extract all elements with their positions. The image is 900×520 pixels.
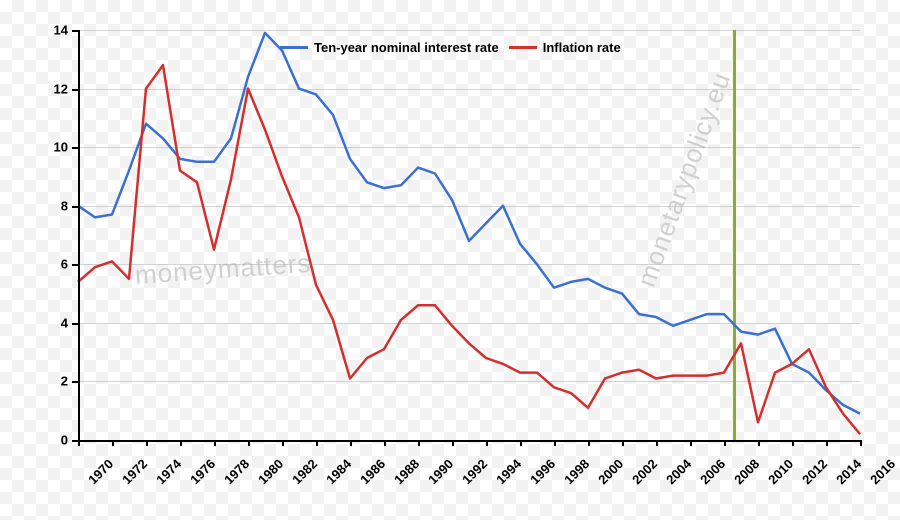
x-tick bbox=[690, 440, 692, 446]
x-tick bbox=[588, 440, 590, 446]
y-tick-label: 0 bbox=[0, 433, 68, 448]
y-tick bbox=[72, 147, 78, 149]
legend-label-interest: Ten-year nominal interest rate bbox=[314, 40, 499, 55]
y-tick bbox=[72, 30, 78, 32]
legend-label-inflation: Inflation rate bbox=[543, 40, 621, 55]
x-tick bbox=[316, 440, 318, 446]
line-chart: moneymatters monetarypolicy.eu 024681012… bbox=[0, 0, 900, 520]
x-tick bbox=[248, 440, 250, 446]
x-tick bbox=[486, 440, 488, 446]
x-tick bbox=[112, 440, 114, 446]
y-tick-label: 2 bbox=[0, 374, 68, 389]
y-tick bbox=[72, 89, 78, 91]
y-tick bbox=[72, 264, 78, 266]
x-axis bbox=[78, 440, 860, 442]
x-tick bbox=[180, 440, 182, 446]
y-tick-label: 6 bbox=[0, 257, 68, 272]
x-tick bbox=[282, 440, 284, 446]
x-tick bbox=[860, 440, 862, 446]
y-tick bbox=[72, 381, 78, 383]
x-tick bbox=[520, 440, 522, 446]
y-tick-label: 4 bbox=[0, 315, 68, 330]
x-tick bbox=[418, 440, 420, 446]
y-tick bbox=[72, 323, 78, 325]
x-tick bbox=[350, 440, 352, 446]
legend-item-inflation: Inflation rate bbox=[509, 40, 621, 55]
y-tick-label: 8 bbox=[0, 198, 68, 213]
y-tick-label: 12 bbox=[0, 81, 68, 96]
x-tick bbox=[826, 440, 828, 446]
legend-swatch-inflation bbox=[509, 46, 537, 49]
y-tick-label: 14 bbox=[0, 23, 68, 38]
legend-swatch-interest bbox=[280, 46, 308, 49]
series-inflation-rate bbox=[78, 65, 860, 434]
x-tick bbox=[214, 440, 216, 446]
series-lines bbox=[0, 0, 900, 520]
x-tick bbox=[622, 440, 624, 446]
x-tick bbox=[554, 440, 556, 446]
x-tick bbox=[758, 440, 760, 446]
legend: Ten-year nominal interest rate Inflation… bbox=[280, 40, 621, 55]
x-tick bbox=[656, 440, 658, 446]
x-tick bbox=[792, 440, 794, 446]
x-tick bbox=[724, 440, 726, 446]
x-tick bbox=[452, 440, 454, 446]
x-tick bbox=[384, 440, 386, 446]
y-tick-label: 10 bbox=[0, 140, 68, 155]
x-tick bbox=[78, 440, 80, 446]
x-tick bbox=[146, 440, 148, 446]
legend-item-interest: Ten-year nominal interest rate bbox=[280, 40, 499, 55]
y-tick bbox=[72, 206, 78, 208]
y-axis bbox=[78, 30, 80, 440]
